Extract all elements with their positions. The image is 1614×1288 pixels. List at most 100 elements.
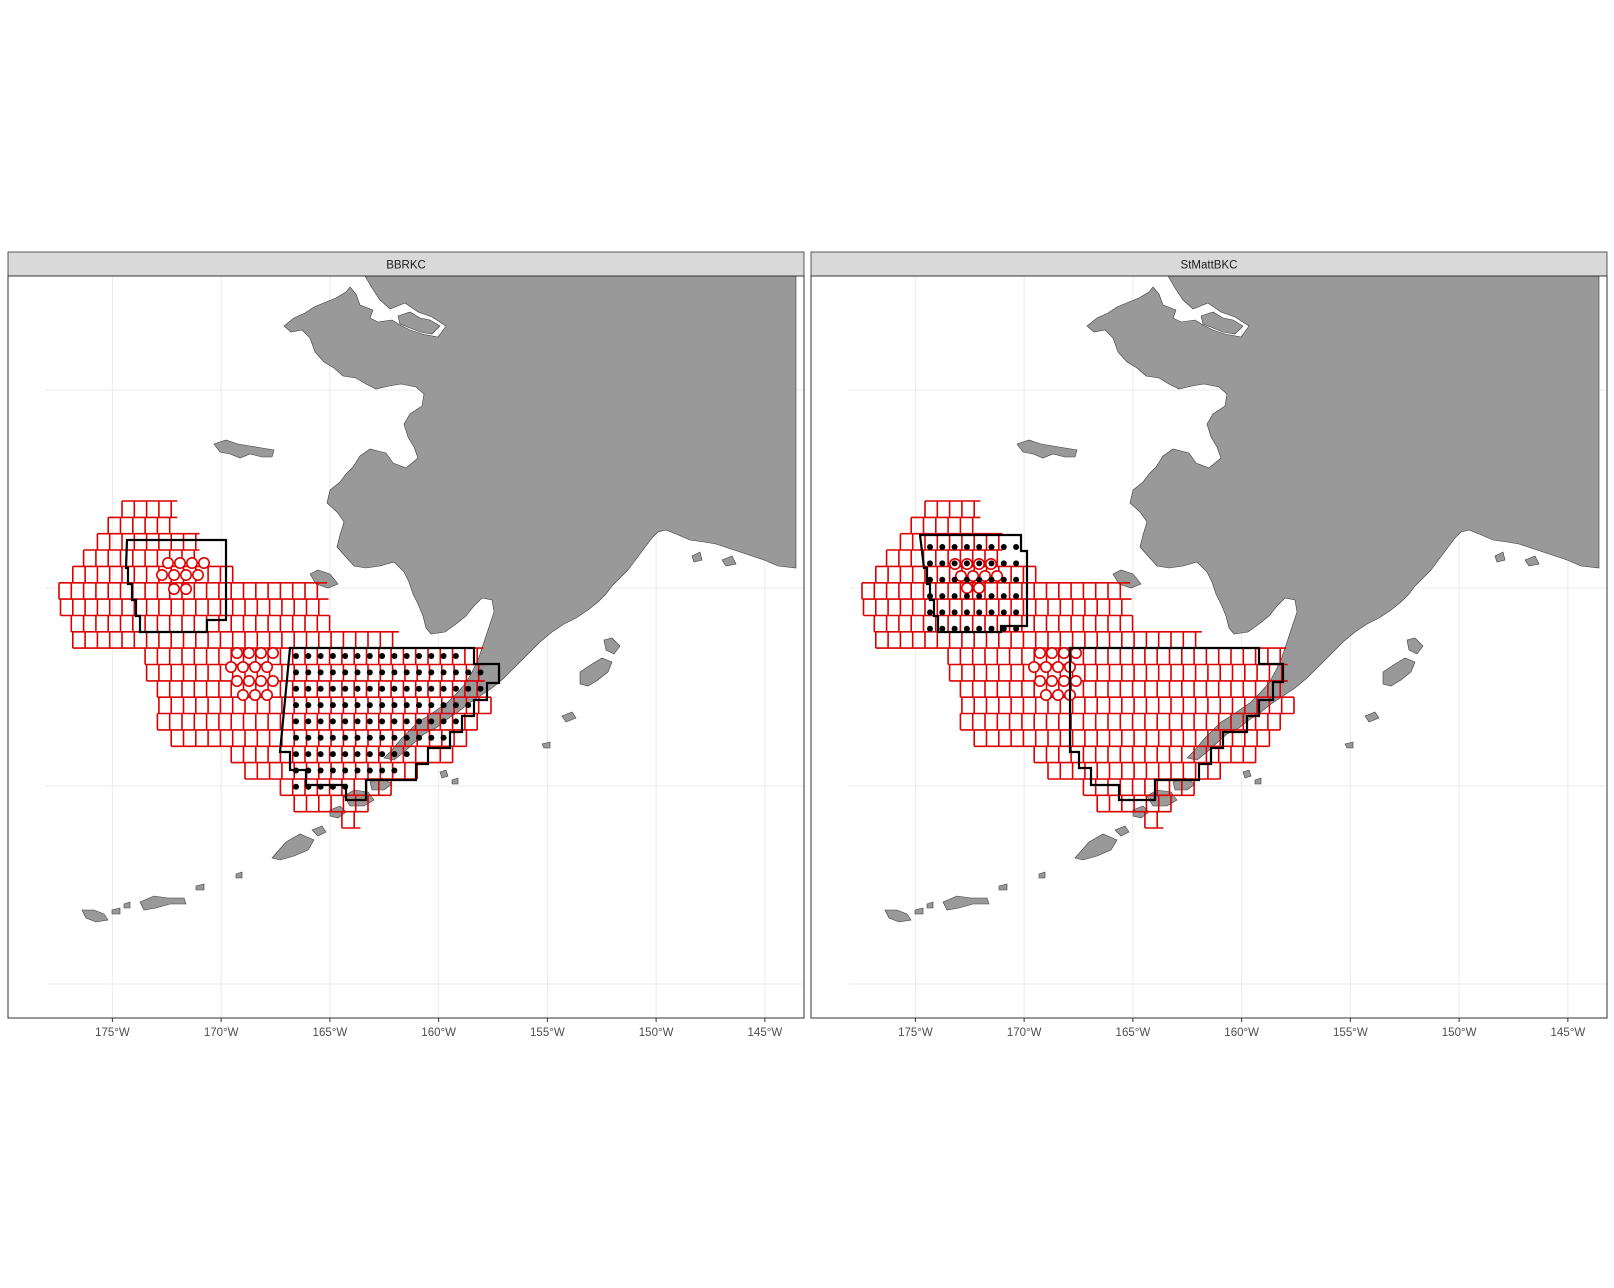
x-tick-label: 175°W [898, 1027, 933, 1039]
land-island [139, 895, 187, 911]
station-dot [452, 702, 459, 709]
corner-station [225, 660, 238, 673]
station-dot [293, 783, 299, 790]
survey-grid-cells [861, 500, 1295, 829]
land-island [1254, 777, 1262, 785]
land-island [123, 901, 131, 909]
land-island [1344, 741, 1354, 749]
station-dot [366, 767, 373, 774]
station-dot [1000, 576, 1007, 583]
station-dot [440, 718, 447, 725]
station-dot [403, 685, 410, 692]
corner-station [978, 569, 991, 582]
station-dot [1013, 560, 1020, 567]
station-dot [329, 718, 336, 725]
corner-station [1040, 688, 1053, 701]
station-dot [354, 685, 361, 692]
station-dot [354, 653, 361, 659]
strip-background [7, 251, 805, 277]
corner-station [1058, 674, 1071, 687]
station-dot [293, 685, 299, 692]
panel-border [810, 275, 1608, 1019]
station-dot [988, 593, 995, 600]
corner-station [249, 688, 262, 701]
station-dot [403, 718, 410, 725]
x-tick-label: 155°W [530, 1027, 565, 1039]
corner-station [960, 581, 973, 594]
station-dot [317, 669, 324, 676]
land-island [1382, 657, 1416, 687]
station-dot [428, 669, 435, 676]
station-dot [951, 560, 958, 567]
station-dot [440, 669, 447, 676]
station-dot [342, 767, 349, 774]
station-dot [366, 718, 373, 725]
station-dot [342, 702, 349, 709]
station-dot [342, 653, 349, 659]
station-dot [416, 685, 422, 692]
strip-label: StMattBKC [1181, 260, 1238, 272]
land-island [213, 439, 275, 459]
station-dot [379, 653, 386, 659]
station-dot [440, 685, 447, 692]
strip-background [810, 251, 1608, 277]
land-island [579, 657, 613, 687]
station-dot [976, 593, 983, 600]
x-tick-label: 170°W [1007, 1027, 1042, 1039]
land-island [721, 555, 737, 567]
station-dot [1013, 609, 1020, 616]
station-dot [951, 593, 958, 600]
station-dot [354, 751, 361, 758]
land-island [1016, 439, 1078, 459]
station-dot [391, 702, 398, 709]
station-dot [354, 702, 361, 709]
station-dot [379, 702, 386, 709]
corner-station [255, 646, 268, 659]
station-dot [1000, 560, 1007, 567]
panel-border [7, 275, 805, 1019]
station-dot [293, 734, 299, 741]
land-alaska [81, 276, 797, 923]
station-dot [1013, 625, 1020, 632]
station-dot [305, 653, 312, 659]
station-dot [293, 751, 299, 758]
x-tick-label: 145°W [748, 1027, 783, 1039]
station-dot [391, 669, 398, 676]
land-island [603, 637, 621, 655]
station-dot [988, 576, 995, 583]
station-dot [366, 751, 373, 758]
station-dot [403, 669, 410, 676]
corner-station [260, 660, 273, 673]
management-area-st-matthew [918, 533, 1029, 634]
station-dot [293, 653, 299, 659]
corner-station [990, 569, 1003, 582]
land-island [397, 311, 441, 335]
x-tick-label: 145°W [1551, 1027, 1586, 1039]
corner-station [260, 688, 273, 701]
station-dot [342, 669, 349, 676]
land-island [926, 901, 934, 909]
station-dot [963, 560, 970, 567]
station-dot [428, 685, 435, 692]
land-island [1074, 833, 1118, 861]
station-dot [1000, 593, 1007, 600]
station-dot [416, 702, 422, 709]
corner-station [180, 582, 193, 595]
station-dot [428, 702, 435, 709]
management-area-bristol-bay [1068, 646, 1285, 802]
corner-station [231, 646, 244, 659]
station-dot [988, 625, 995, 632]
station-dot [317, 653, 324, 659]
land-island [1364, 711, 1380, 723]
station-dot [428, 718, 435, 725]
station-dot [329, 669, 336, 676]
station-dot [305, 685, 312, 692]
station-dot [939, 593, 946, 600]
station-dot [963, 576, 970, 583]
corner-station [249, 660, 262, 673]
station-dot [440, 653, 447, 659]
station-dot [927, 560, 933, 567]
station-dot [976, 609, 983, 616]
station-dot [416, 653, 422, 659]
land-island [309, 569, 339, 589]
